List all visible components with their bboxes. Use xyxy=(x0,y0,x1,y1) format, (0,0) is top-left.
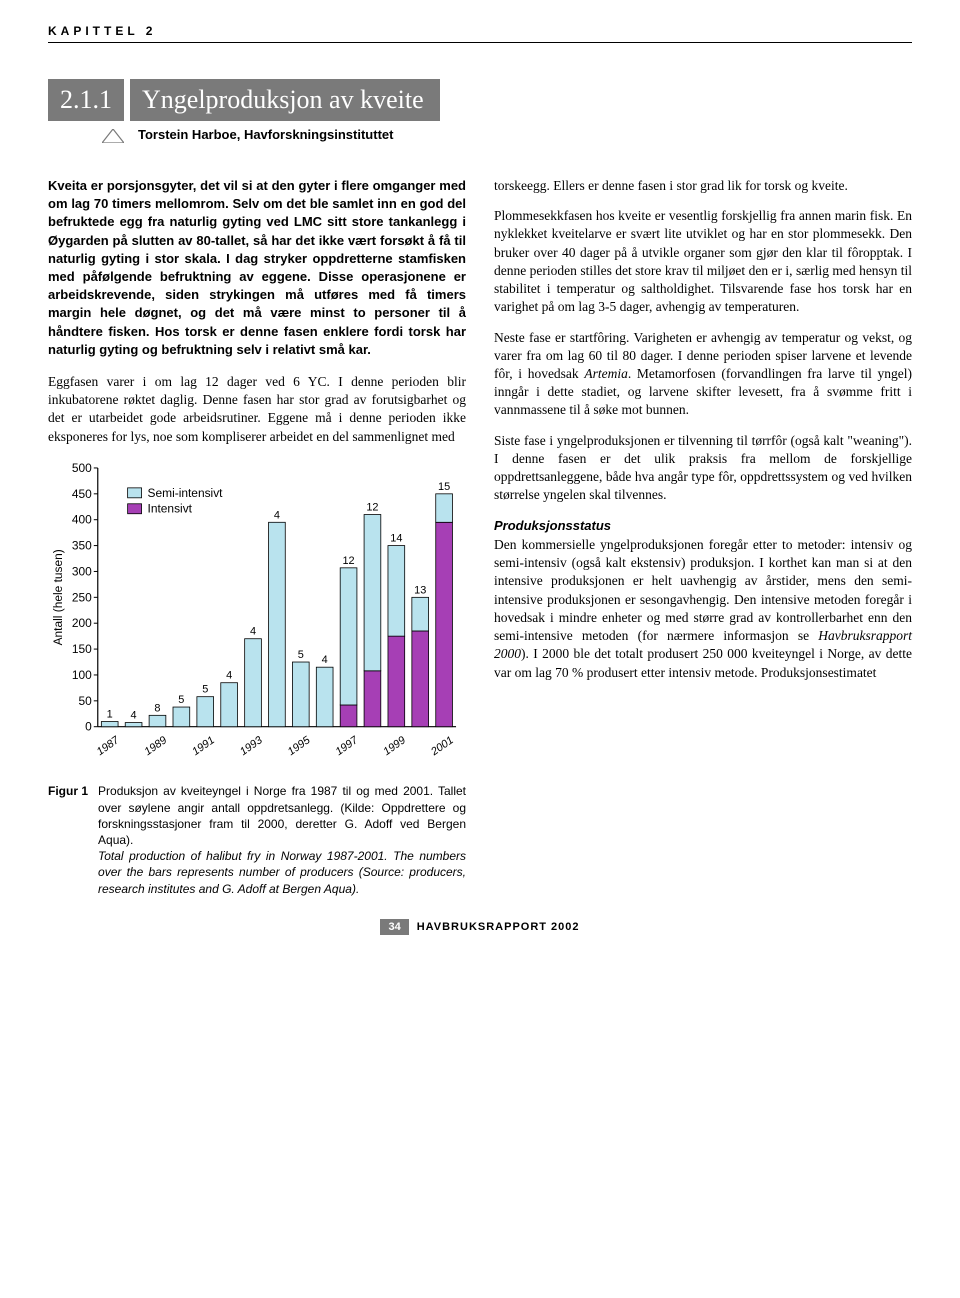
svg-text:200: 200 xyxy=(72,616,92,630)
svg-text:8: 8 xyxy=(154,702,160,714)
svg-text:400: 400 xyxy=(72,512,92,526)
triangle-up-icon xyxy=(102,129,124,143)
svg-text:500: 500 xyxy=(72,461,92,475)
svg-text:5: 5 xyxy=(202,683,208,695)
intro-paragraph: Kveita er porsjonsgyter, det vil si at d… xyxy=(48,177,466,359)
svg-text:150: 150 xyxy=(72,642,92,656)
svg-text:300: 300 xyxy=(72,564,92,578)
svg-text:4: 4 xyxy=(250,625,256,637)
svg-text:Semi-intensivt: Semi-intensivt xyxy=(148,486,224,500)
svg-text:Intensivt: Intensivt xyxy=(148,501,193,515)
figure-caption: Figur 1 Produksjon av kveiteyngel i Norg… xyxy=(48,783,466,896)
svg-text:5: 5 xyxy=(298,649,304,661)
chapter-label: KAPITTEL 2 xyxy=(48,24,912,38)
svg-text:12: 12 xyxy=(366,501,378,513)
figure-caption-no: Produksjon av kveiteyngel i Norge fra 19… xyxy=(98,784,466,847)
figure-chart: 0 50 100 150 200 250 300 350 400 450 500 Antall (he… xyxy=(48,458,466,772)
svg-text:12: 12 xyxy=(342,555,354,567)
svg-text:1991: 1991 xyxy=(190,734,217,758)
svg-text:4: 4 xyxy=(322,654,328,666)
svg-text:50: 50 xyxy=(79,694,93,708)
body-paragraph: Plommesekkfasen hos kveite er vesentlig … xyxy=(494,207,912,316)
svg-text:2001: 2001 xyxy=(428,734,456,758)
two-column-layout: Kveita er porsjonsgyter, det vil si at d… xyxy=(48,177,912,897)
figure-caption-text: Produksjon av kveiteyngel i Norge fra 19… xyxy=(98,783,466,896)
section-heading: 2.1.1 Yngelproduksjon av kveite xyxy=(48,79,912,121)
svg-text:0: 0 xyxy=(85,719,92,733)
right-lower-block: Siste fase i yngelproduksjonen er tilven… xyxy=(494,432,912,682)
section-number: 2.1.1 xyxy=(48,79,124,121)
body-paragraph: Eggfasen varer i om lag 12 dager ved 6 Y… xyxy=(48,373,466,446)
svg-text:13: 13 xyxy=(414,584,426,596)
svg-text:1999: 1999 xyxy=(381,734,408,758)
svg-text:350: 350 xyxy=(72,538,92,552)
body-paragraph: Den kommersielle yngelproduksjonen foreg… xyxy=(494,536,912,682)
section-title: Yngelproduksjon av kveite xyxy=(130,79,440,121)
svg-text:1: 1 xyxy=(107,708,113,720)
svg-text:1997: 1997 xyxy=(333,733,361,757)
page-footer: 34 HAVBRUKSRAPPORT 2002 xyxy=(48,919,912,935)
svg-text:100: 100 xyxy=(72,668,92,682)
svg-text:4: 4 xyxy=(274,509,280,521)
body-paragraph: Neste fase er startfôring. Varigheten er… xyxy=(494,329,912,420)
svg-text:1993: 1993 xyxy=(238,734,265,758)
svg-text:4: 4 xyxy=(131,709,137,721)
svg-text:1989: 1989 xyxy=(142,734,169,758)
footer-title: HAVBRUKSRAPPORT 2002 xyxy=(417,921,580,933)
body-paragraph: Siste fase i yngelproduksjonen er tilven… xyxy=(494,432,912,505)
left-column: Kveita er porsjonsgyter, det vil si at d… xyxy=(48,177,466,897)
body-paragraph: torskeegg. Ellers er denne fasen i stor … xyxy=(494,177,912,195)
figure-label: Figur 1 xyxy=(48,783,88,896)
svg-text:4: 4 xyxy=(226,669,232,681)
svg-text:450: 450 xyxy=(72,487,92,501)
svg-text:5: 5 xyxy=(178,694,184,706)
svg-text:15: 15 xyxy=(438,481,450,493)
figure-caption-en: Total production of halibut fry in Norwa… xyxy=(98,849,466,895)
svg-text:1987: 1987 xyxy=(95,733,123,757)
svg-text:1995: 1995 xyxy=(286,733,314,757)
bar-chart: 0 50 100 150 200 250 300 350 400 450 500 Antall (he… xyxy=(48,458,466,767)
svg-text:Antall (hele tusen): Antall (hele tusen) xyxy=(51,549,65,645)
author-row: Torstein Harboe, Havforskningsinstitutte… xyxy=(48,127,912,143)
svg-text:14: 14 xyxy=(390,532,402,544)
text: ). I 2000 ble det totalt produsert 250 0… xyxy=(494,646,912,679)
right-column: torskeegg. Ellers er denne fasen i stor … xyxy=(494,177,912,897)
subheading: Produksjonsstatus xyxy=(494,517,912,535)
italic-text: Artemia xyxy=(584,366,628,381)
chapter-divider xyxy=(48,42,912,43)
svg-text:250: 250 xyxy=(72,590,92,604)
author-line: Torstein Harboe, Havforskningsinstitutte… xyxy=(138,127,393,142)
page-number: 34 xyxy=(380,919,408,935)
